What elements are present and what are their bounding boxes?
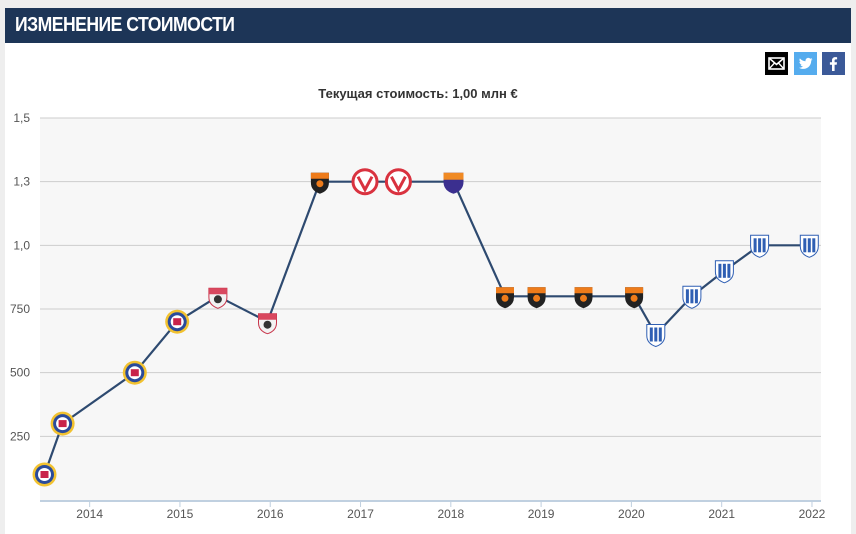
y-tick-label: 1,5 [13, 111, 30, 125]
data-point-blue-white-crest [799, 234, 819, 258]
share-mail-button[interactable] [765, 52, 788, 75]
data-point-red-ring-crest [351, 168, 379, 196]
x-tick-label: 2020 [618, 507, 645, 521]
x-tick-label: 2017 [347, 507, 374, 521]
y-tick-label: 250 [10, 429, 30, 443]
data-point-blue-white-crest [646, 324, 666, 348]
data-point-blue-white-crest [750, 234, 770, 258]
data-point-orange-black-crest [625, 287, 644, 309]
x-tick-label: 2022 [799, 507, 826, 521]
section-title: ИЗМЕНЕНИЕ СТОИМОСТИ [15, 14, 235, 36]
mail-icon [768, 57, 785, 70]
data-point-orange-black-crest [496, 287, 514, 309]
share-facebook-button[interactable] [822, 52, 845, 75]
y-tick-label: 1,0 [13, 238, 30, 252]
data-point-red-ring-crest [384, 168, 412, 196]
twitter-icon [799, 57, 813, 69]
data-point-blue-yellow-crest [50, 411, 75, 436]
x-tick-label: 2015 [167, 507, 194, 521]
y-tick-label: 500 [10, 366, 30, 380]
share-twitter-button[interactable] [794, 52, 817, 75]
y-tick-label: 750 [10, 302, 30, 316]
x-tick-label: 2018 [437, 507, 464, 521]
chart-title: Текущая стоимость: 1,00 млн € [318, 86, 518, 101]
section-header: ИЗМЕНЕНИЕ СТОИМОСТИ [5, 8, 851, 43]
data-point-orange-black-crest [574, 287, 593, 309]
data-point-blue-yellow-crest [122, 360, 147, 385]
data-point-orange-black-crest [527, 287, 546, 309]
x-tick-label: 2021 [708, 507, 735, 521]
facebook-icon [829, 57, 838, 71]
data-point-red-white-crest [208, 287, 228, 309]
data-point-red-white-crest [258, 313, 277, 335]
data-point-blue-yellow-crest [165, 309, 190, 334]
x-tick-label: 2019 [528, 507, 555, 521]
data-point-blue-white-crest [682, 285, 702, 309]
data-point-blue-white-crest [714, 260, 734, 284]
x-tick-label: 2016 [257, 507, 284, 521]
data-point-orange-purple-crest [443, 172, 464, 194]
x-tick-label: 2014 [76, 507, 103, 521]
data-point-orange-black-crest [310, 172, 329, 194]
y-tick-label: 1,3 [13, 175, 30, 189]
data-point-blue-yellow-crest [32, 462, 57, 487]
